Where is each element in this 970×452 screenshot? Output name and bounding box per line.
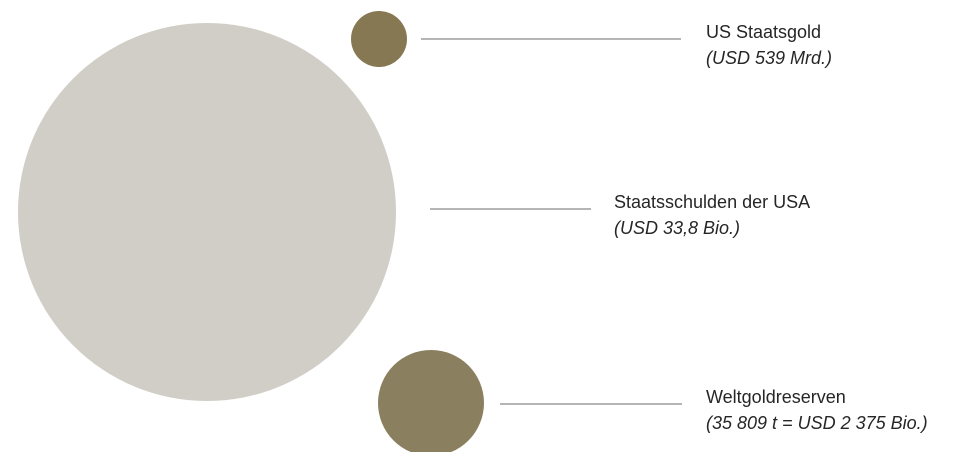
bubbles-group bbox=[18, 11, 484, 452]
label-value-staatsschulden-der-usa: (USD 33,8 Bio.) bbox=[614, 218, 740, 238]
label-name-us-staatsgold: US Staatsgold bbox=[706, 22, 821, 42]
bubble-staatsschulden-der-usa bbox=[18, 23, 396, 401]
label-name-weltgoldreserven: Weltgoldreserven bbox=[706, 387, 846, 407]
label-value-weltgoldreserven: (35 809 t = USD 2 375 Bio.) bbox=[706, 413, 928, 433]
bubble-us-staatsgold bbox=[351, 11, 407, 67]
leader-lines-group bbox=[421, 38, 682, 405]
label-name-staatsschulden-der-usa: Staatsschulden der USA bbox=[614, 192, 810, 212]
labels-group: US Staatsgold (USD 539 Mrd.) Staatsschulde… bbox=[614, 22, 928, 433]
bubble-weltgoldreserven bbox=[378, 350, 484, 452]
label-value-us-staatsgold: (USD 539 Mrd.) bbox=[706, 48, 832, 68]
